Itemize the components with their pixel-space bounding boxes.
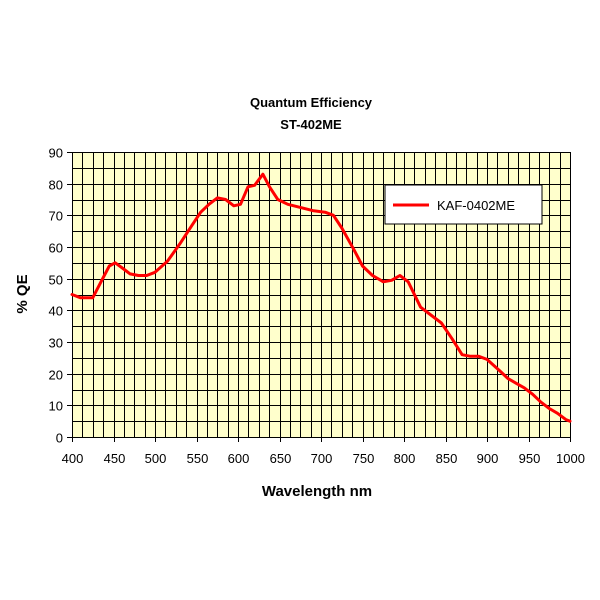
x-tick-label: 1000 [556,451,585,466]
x-tick-label: 500 [145,451,167,466]
x-tick-label: 850 [436,451,458,466]
chart-subtitle: ST-402ME [280,117,342,132]
y-tick-label: 40 [49,304,63,319]
x-axis-label: Wavelength nm [262,483,372,500]
series-line [70,172,572,423]
x-tick-label: 750 [353,451,375,466]
x-tick-label: 800 [394,451,416,466]
chart-title: Quantum Efficiency [250,95,373,110]
y-tick-label: 70 [49,209,63,224]
y-tick-label: 20 [49,368,63,383]
y-tick-label: 80 [49,178,63,193]
x-tick-label: 700 [311,451,333,466]
y-tick-label: 90 [49,146,63,161]
x-tick-label: 600 [228,451,250,466]
y-tick-label: 10 [49,399,63,414]
x-tick-label: 950 [519,451,541,466]
x-tick-label: 900 [477,451,499,466]
x-tick-label: 400 [62,451,84,466]
y-axis-label: % QE [14,274,31,313]
x-tick-label: 550 [187,451,209,466]
y-tick-label: 60 [49,241,63,256]
x-tick-label: 450 [104,451,126,466]
legend-label: KAF-0402ME [437,198,515,213]
y-tick-label: 30 [49,336,63,351]
legend: KAF-0402ME [384,184,543,225]
y-tick-label: 50 [49,273,63,288]
x-tick-label: 650 [270,451,292,466]
y-tick-label: 0 [56,431,63,446]
